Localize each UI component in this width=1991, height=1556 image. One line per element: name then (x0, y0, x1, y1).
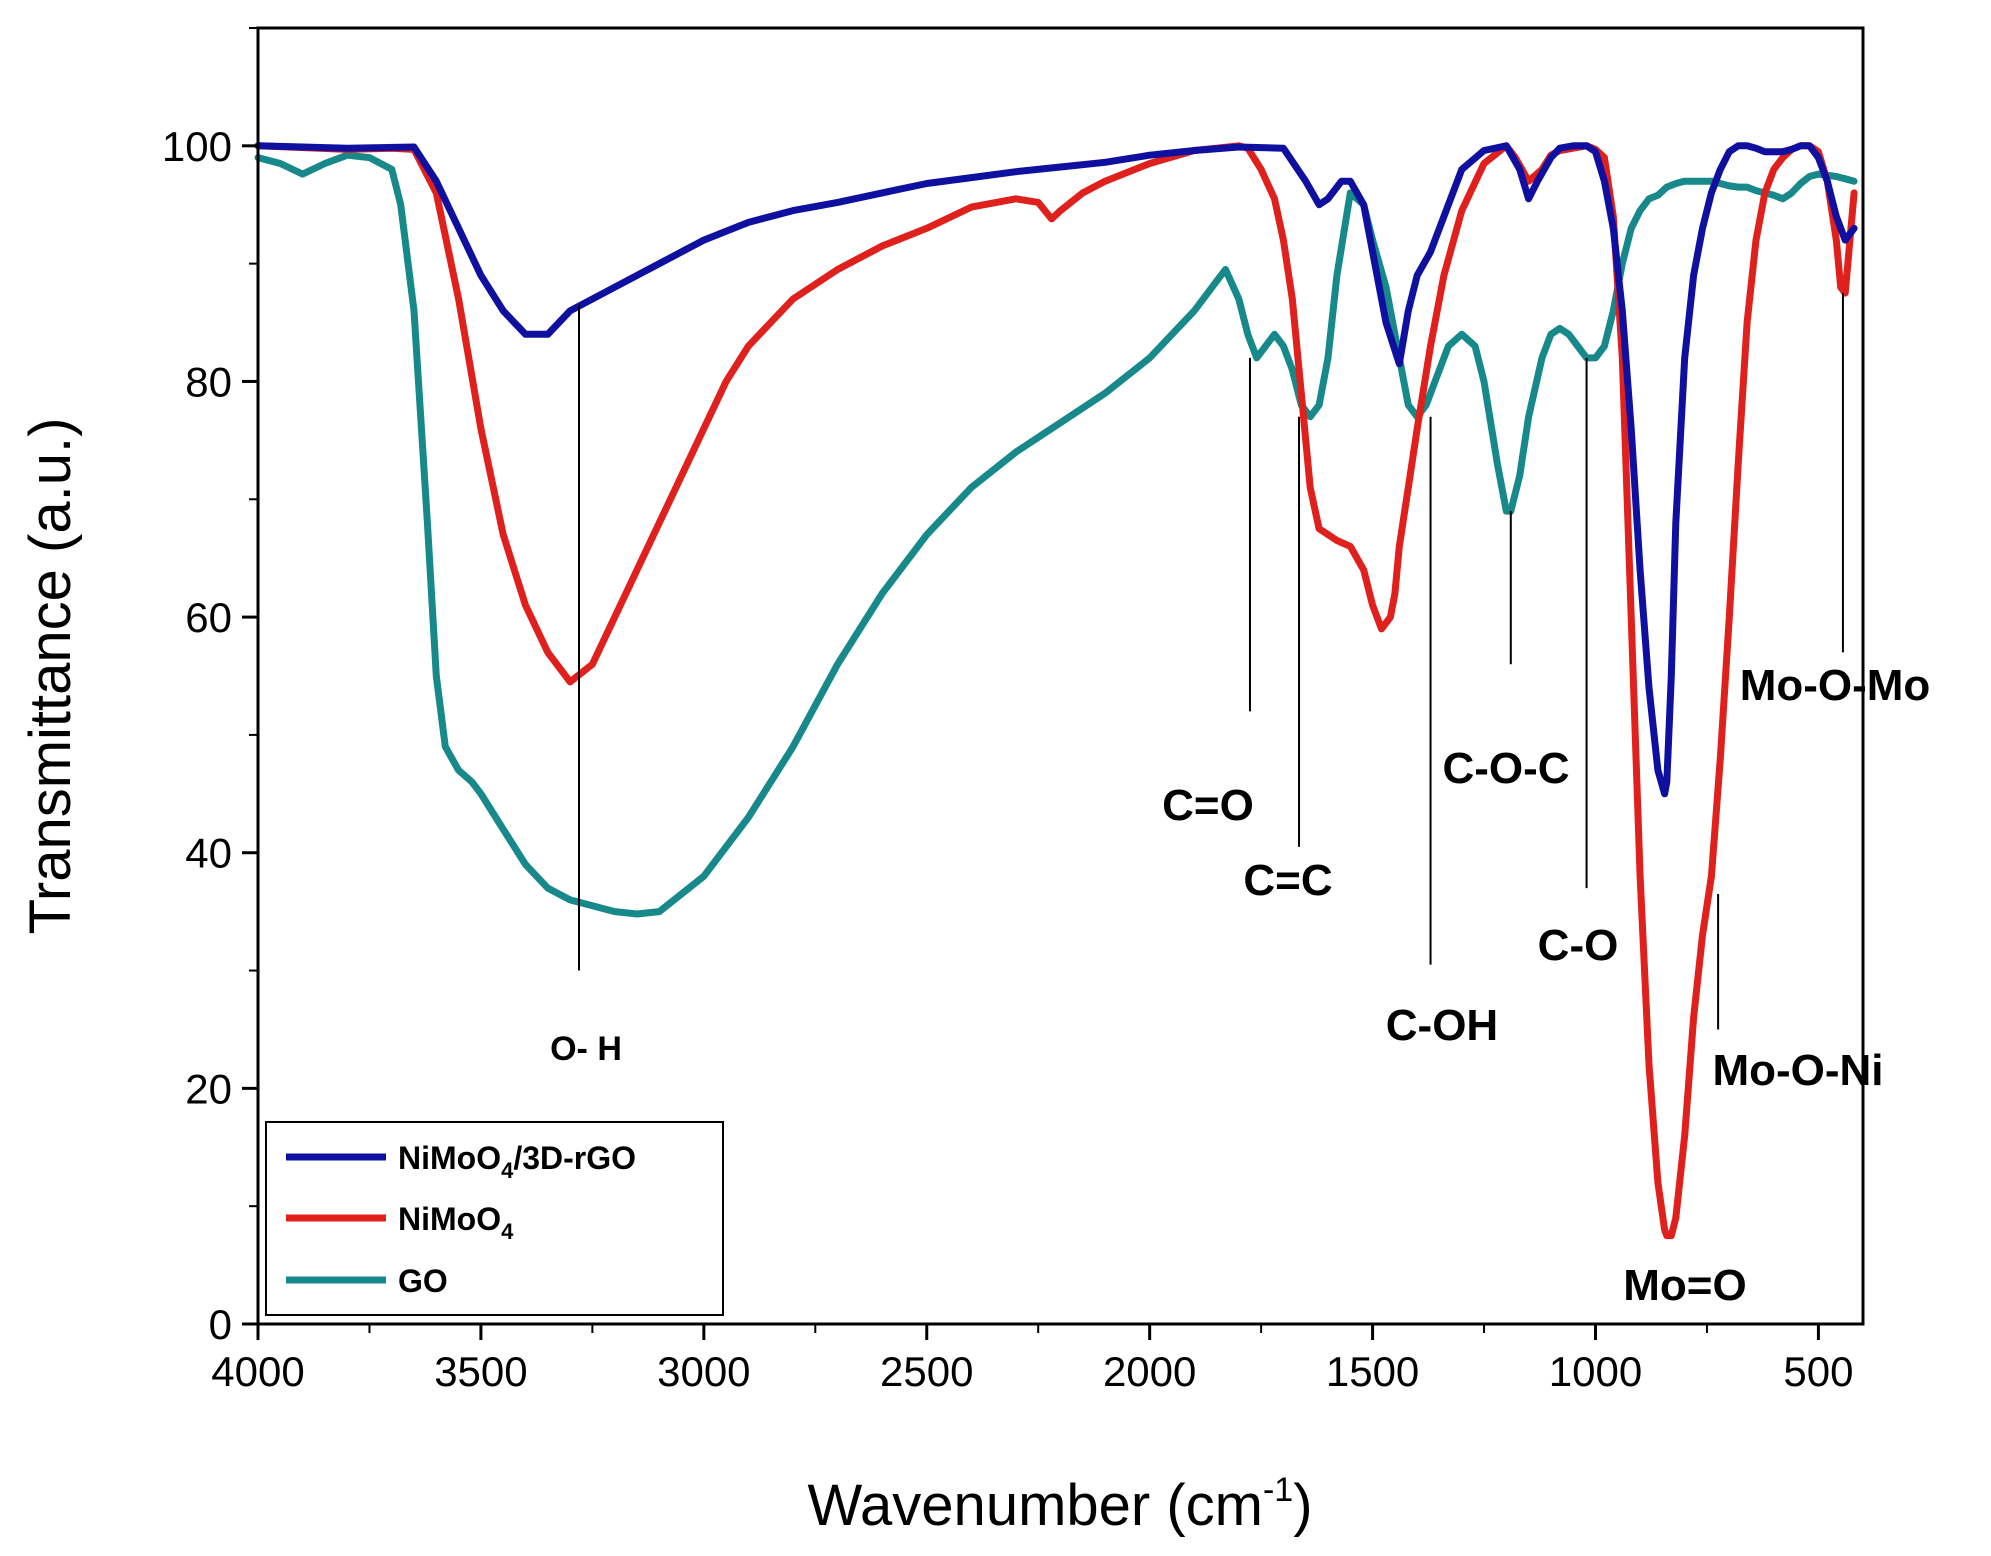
x-tick-label-2500: 2500 (880, 1348, 973, 1395)
x-axis: 4000 3500 3000 2500 2000 1500 1000 500 (211, 1324, 1853, 1395)
y-tick-label-40: 40 (185, 830, 232, 877)
annotation-c-c-double: C=C (1243, 856, 1332, 905)
x-tick-label-1000: 1000 (1549, 1348, 1642, 1395)
annotation-mo-o-mo: Mo-O-Mo (1740, 661, 1931, 710)
series-line-nimoo4 (254, 142, 1858, 1240)
x-tick-label-3500: 3500 (434, 1348, 527, 1395)
series-line-nimoo4-3d-rgo (254, 142, 1858, 798)
legend-label-nimoo4: NiMoO4 (398, 1201, 514, 1244)
annotation-lines (578, 293, 1844, 1030)
y-tick-label-100: 100 (162, 123, 232, 170)
x-tick-label-2000: 2000 (1103, 1348, 1196, 1395)
annotation-mo-o-double: Mo=O (1623, 1261, 1746, 1310)
y-axis: 0 20 40 60 80 100 (162, 27, 258, 1348)
annotation-o-h: O- H (550, 1030, 622, 1068)
plot-frame (256, 26, 1865, 1326)
y-tick-label-80: 80 (185, 358, 232, 405)
annotation-c-o-double: C=O (1162, 781, 1254, 830)
y-tick-label-0: 0 (209, 1301, 232, 1348)
annotation-c-oh: C-OH (1386, 1001, 1498, 1050)
legend-label-nimoo4-3d-rgo: NiMoO4/3D-rGO (398, 1140, 636, 1183)
y-tick-label-60: 60 (185, 594, 232, 641)
x-tick-label-3000: 3000 (657, 1348, 750, 1395)
x-tick-label-500: 500 (1783, 1348, 1853, 1395)
series-group (254, 142, 1858, 1240)
annotation-c-o-c: C-O-C (1442, 744, 1569, 793)
x-axis-title: Wavenumber (cm-1) (807, 1471, 1312, 1538)
y-tick-label-20: 20 (185, 1065, 232, 1112)
y-axis-title: Transmittance (a.u.) (18, 418, 83, 935)
x-tick-label-1500: 1500 (1326, 1348, 1419, 1395)
legend: NiMoO4/3D-rGO NiMoO4 GO (265, 1121, 724, 1316)
legend-label-go: GO (398, 1263, 448, 1299)
annotation-mo-o-ni: Mo-O-Ni (1712, 1046, 1883, 1095)
x-tick-label-4000: 4000 (211, 1348, 304, 1395)
annotation-c-o: C-O (1538, 921, 1619, 970)
